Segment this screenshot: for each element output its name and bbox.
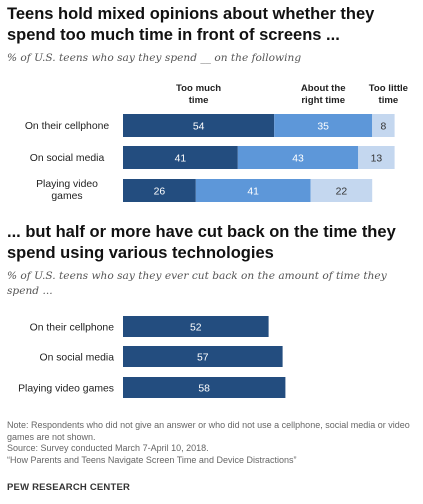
chart2-subtitle: % of U.S. teens who say they ever cut ba… bbox=[7, 270, 387, 297]
bar-about-the-right-time-playing-video-games bbox=[195, 179, 311, 202]
bar-about-the-right-time-on-social-media bbox=[237, 146, 359, 169]
legend-line: right time bbox=[301, 95, 345, 106]
data-label-too-little-time-on-social-media: 13 bbox=[371, 154, 383, 165]
legend-line: Too much bbox=[176, 83, 221, 94]
source-line: Source: Survey conducted March 7-April 1… bbox=[7, 443, 209, 454]
data-label-cut-back-on-social-media: 57 bbox=[197, 353, 209, 364]
category-label-playing-video-games: Playing video games bbox=[18, 384, 114, 395]
legend-line: About the bbox=[301, 83, 346, 94]
data-label-too-much-time-playing-video-games: 26 bbox=[154, 187, 166, 198]
bar-about-the-right-time-on-their-cellphone bbox=[274, 114, 373, 137]
chart2-title: ... but half or more have cut back on th… bbox=[7, 223, 396, 262]
bar-too-little-time-on-social-media bbox=[358, 146, 395, 169]
data-label-too-much-time-on-social-media: 41 bbox=[175, 154, 187, 165]
brand-logo-text: PEW RESEARCH CENTER bbox=[7, 482, 131, 493]
data-label-too-much-time-on-their-cellphone: 54 bbox=[193, 122, 205, 133]
category-label-line: On their cellphone bbox=[25, 121, 110, 132]
legend-about-the-right-time: About the right time bbox=[301, 83, 346, 106]
chart1-subtitle: % of U.S. teens who say they spend __ on… bbox=[7, 52, 302, 64]
legend-too-much-time: Too much time bbox=[176, 83, 221, 106]
legend-too-little-time: Too little time bbox=[369, 83, 408, 106]
data-label-too-little-time-playing-video-games: 22 bbox=[336, 187, 348, 198]
legend-line: time bbox=[189, 95, 209, 106]
category-label-on-social-media: On social media bbox=[39, 353, 114, 364]
category-label-on-social-media: On social media bbox=[30, 153, 105, 164]
note-block: Note: Respondents who did not give an an… bbox=[7, 420, 417, 466]
category-label-line: Playing video bbox=[36, 179, 98, 190]
report-title-line: “How Parents and Teens Navigate Screen T… bbox=[7, 454, 297, 465]
bar-too-little-time-on-their-cellphone bbox=[372, 114, 395, 137]
bar-cut-back-on-social-media bbox=[123, 346, 283, 367]
data-label-about-the-right-time-on-their-cellphone: 35 bbox=[317, 122, 329, 133]
chart1-title: Teens hold mixed opinions about whether … bbox=[7, 5, 375, 44]
data-label-cut-back-playing-video-games: 58 bbox=[198, 384, 210, 395]
chart2-svg: On their cellphone 52 On social media 57 Pla… bbox=[18, 316, 286, 398]
bar-too-much-time-on-their-cellphone bbox=[123, 114, 275, 137]
data-label-too-little-time-on-their-cellphone: 8 bbox=[381, 122, 387, 133]
legend-line: Too little bbox=[369, 83, 408, 94]
note-line: Note: Respondents who did not give an an… bbox=[7, 420, 410, 442]
bar-too-much-time-playing-video-games bbox=[123, 179, 196, 202]
category-label-playing-video-games: Playing video games bbox=[36, 179, 98, 202]
category-label-line: games bbox=[51, 191, 82, 202]
data-label-cut-back-on-their-cellphone: 52 bbox=[190, 323, 202, 334]
bar-too-much-time-on-social-media bbox=[123, 146, 238, 169]
data-label-about-the-right-time-on-social-media: 43 bbox=[292, 154, 304, 165]
data-label-about-the-right-time-playing-video-games: 41 bbox=[247, 187, 259, 198]
legend-line: time bbox=[379, 95, 399, 106]
category-label-on-their-cellphone: On their cellphone bbox=[25, 121, 110, 132]
category-label-on-their-cellphone: On their cellphone bbox=[30, 323, 115, 334]
category-label-line: On social media bbox=[30, 153, 105, 164]
bar-too-little-time-playing-video-games bbox=[310, 179, 373, 202]
bar-cut-back-playing-video-games bbox=[123, 377, 286, 398]
bar-cut-back-on-their-cellphone bbox=[123, 316, 269, 337]
